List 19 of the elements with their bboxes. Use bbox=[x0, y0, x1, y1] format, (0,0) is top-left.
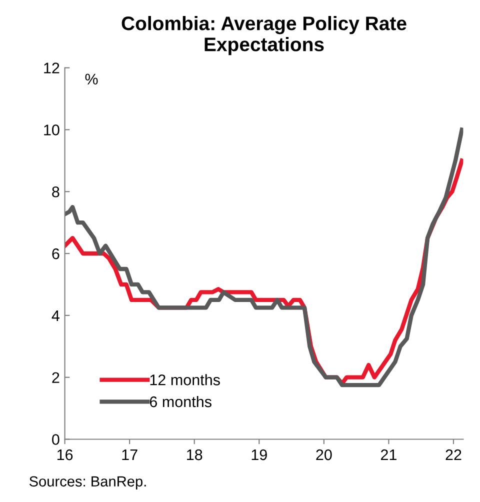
x-tick-label: 17 bbox=[122, 450, 138, 460]
y-tick-label: 10 bbox=[44, 124, 60, 136]
y-tick-label: 4 bbox=[52, 310, 60, 321]
y-tick-label: 2 bbox=[52, 372, 60, 383]
y-axis-title: % bbox=[85, 74, 98, 85]
y-tick-label: 8 bbox=[52, 186, 60, 198]
x-tick-label: 21 bbox=[380, 449, 396, 460]
source-note: Sources: BanRep. bbox=[29, 476, 146, 490]
y-tick-label: 6 bbox=[52, 248, 60, 260]
x-tick-label: 18 bbox=[187, 449, 202, 460]
y-tick-label: 0 bbox=[52, 434, 60, 445]
x-tick-label: 20 bbox=[316, 449, 332, 460]
legend-label: 12 months bbox=[150, 374, 220, 386]
y-tick-label: 12 bbox=[44, 62, 60, 74]
legend-label: 6 months bbox=[150, 396, 212, 408]
x-tick-label: 16 bbox=[57, 449, 73, 460]
x-tick-label: 22 bbox=[446, 449, 462, 460]
x-tick-label: 19 bbox=[252, 449, 267, 460]
chart-title: Colombia: Average Policy Rate Expectations bbox=[122, 16, 406, 56]
